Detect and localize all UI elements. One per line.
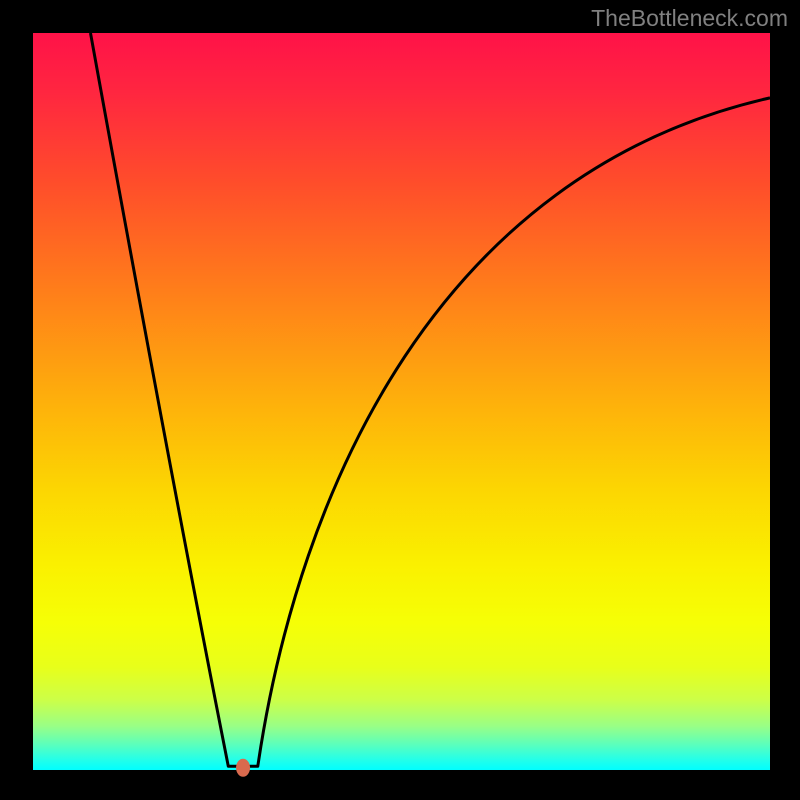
plot-area <box>33 33 770 770</box>
curve-path <box>90 33 770 766</box>
watermark-text: TheBottleneck.com <box>591 5 788 32</box>
chart-stage: TheBottleneck.com <box>0 0 800 800</box>
minimum-marker <box>236 759 250 777</box>
bottleneck-curve <box>33 33 770 770</box>
